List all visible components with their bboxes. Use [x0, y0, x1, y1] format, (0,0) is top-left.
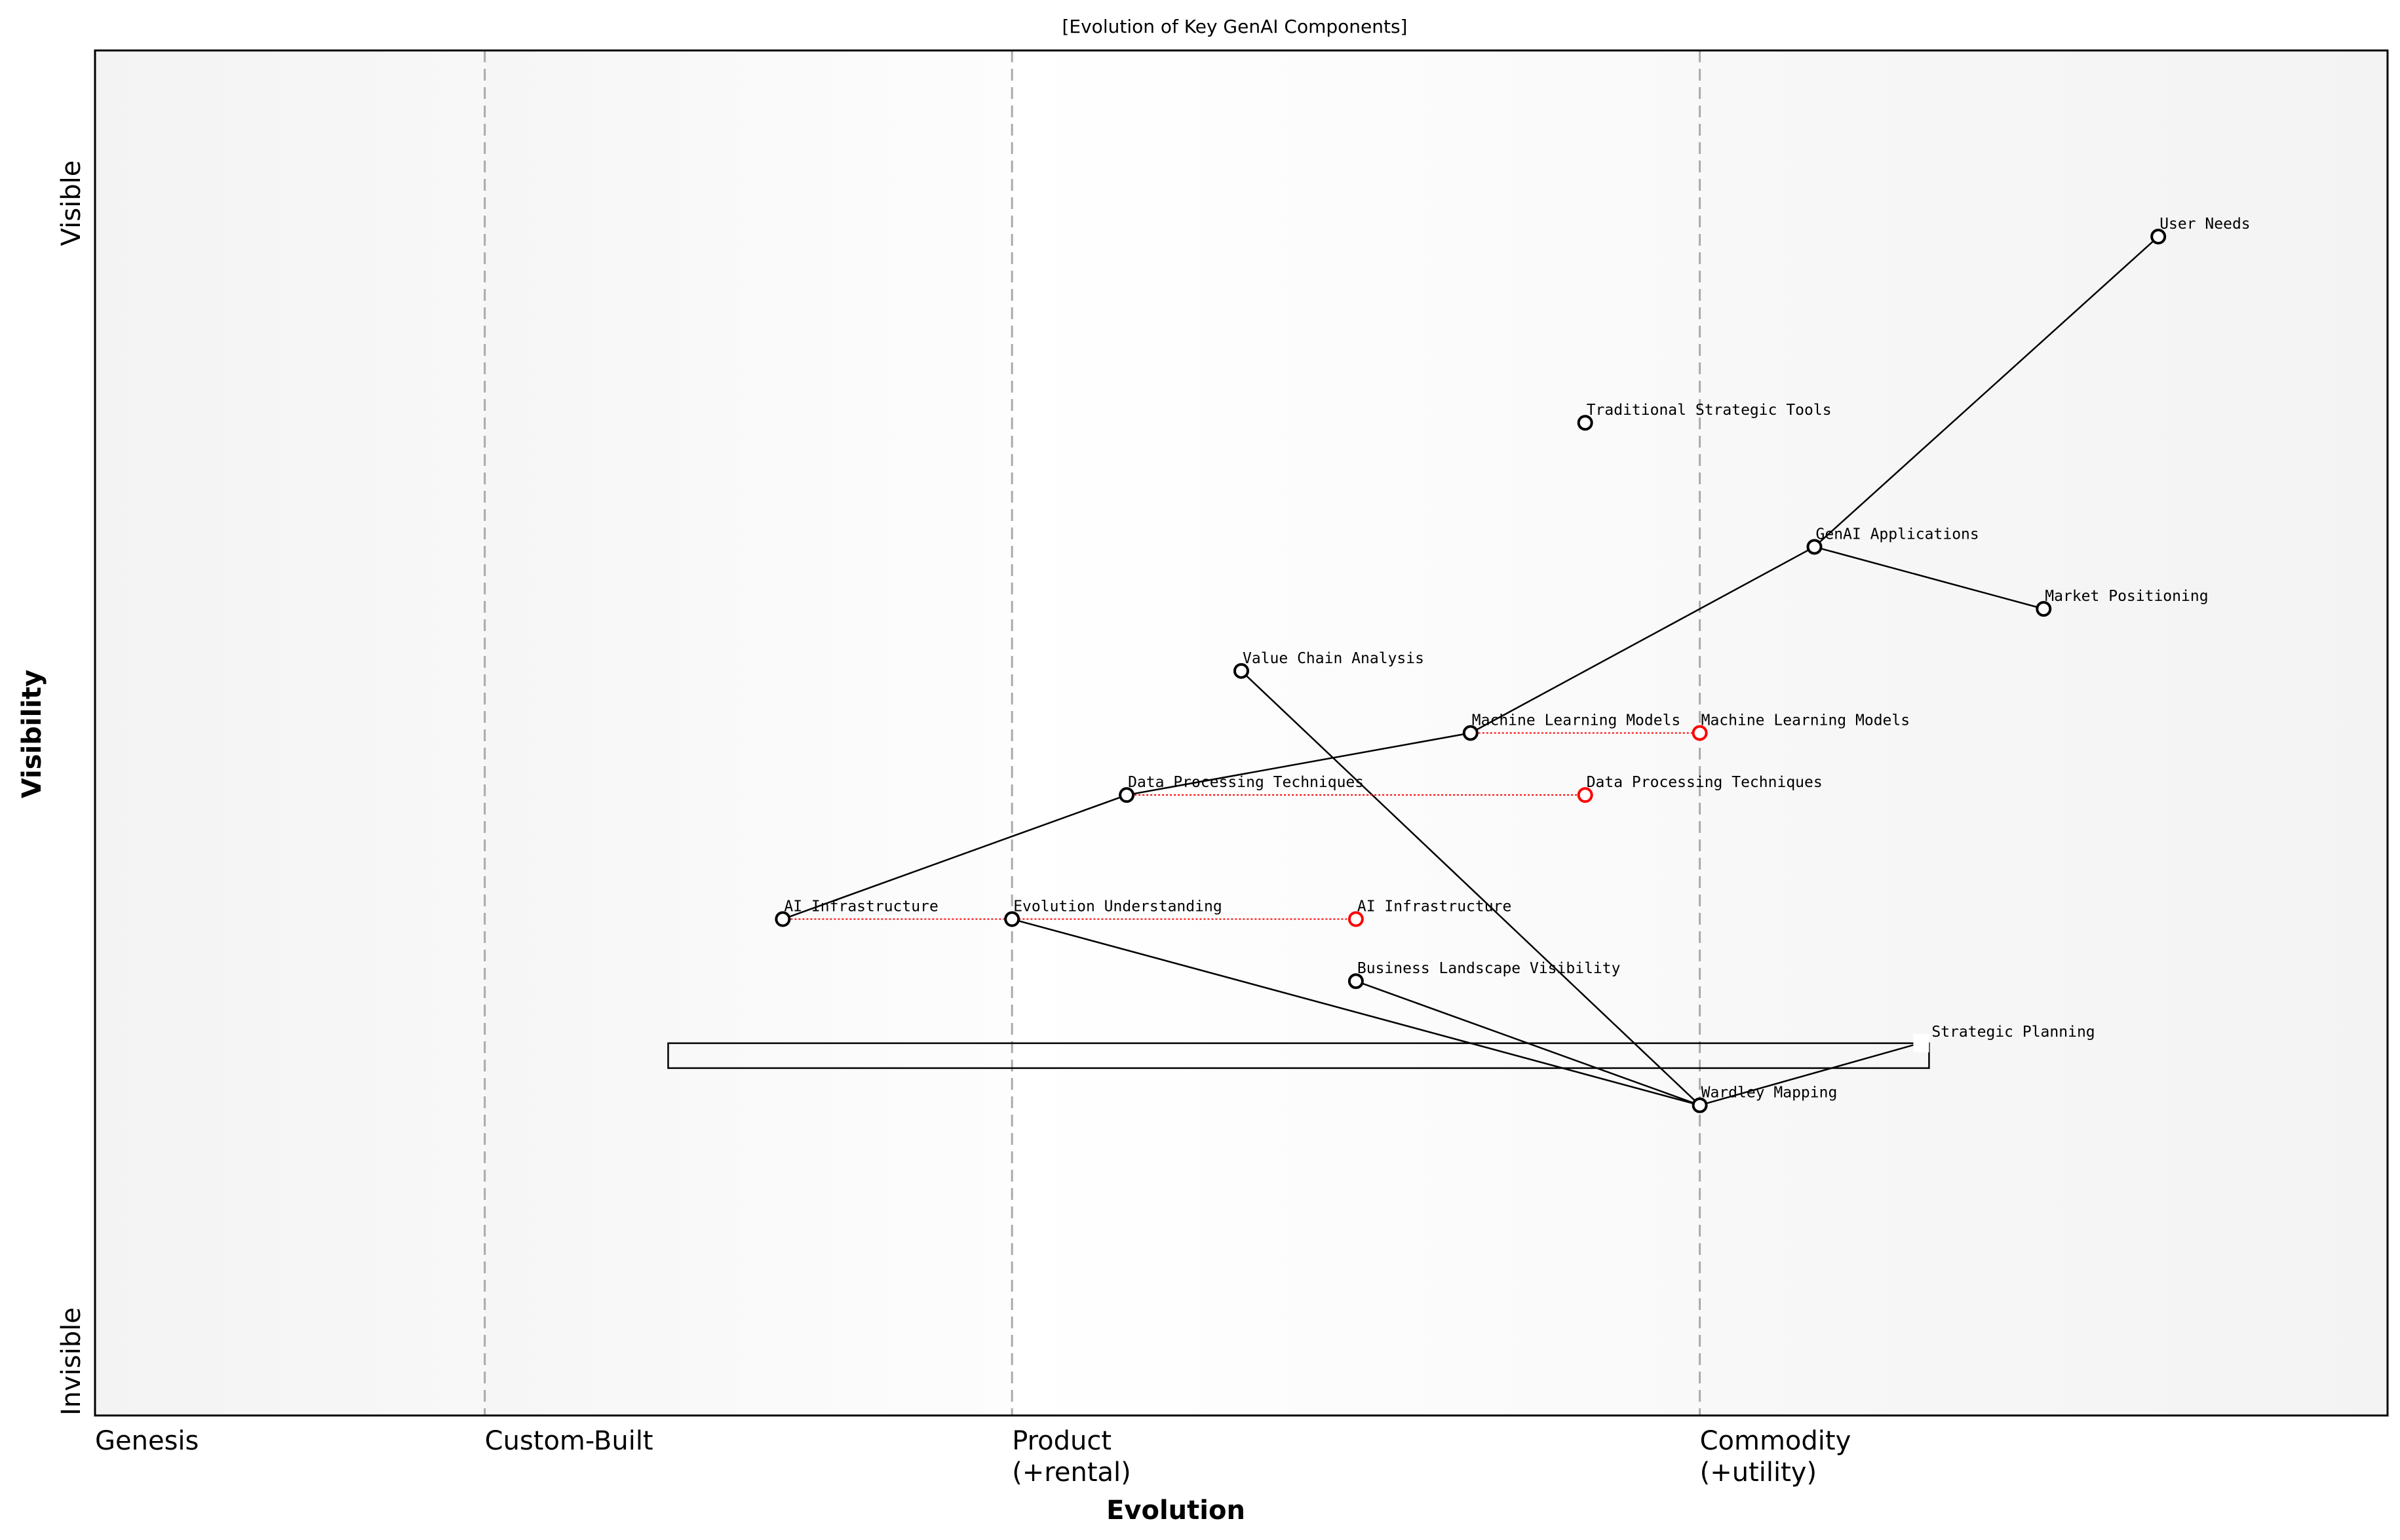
link-line — [1470, 546, 1815, 734]
zone-3 — [1699, 50, 2388, 1415]
component-marker — [775, 911, 791, 927]
zone-1 — [484, 50, 1013, 1415]
x-stage-label: Product (+rental) — [1012, 1426, 1131, 1488]
link-line — [1126, 732, 1471, 796]
components: User Needs Traditional Strategic Tools Gen… — [775, 216, 2251, 1113]
pipeline-strategic-planning: Strategic Planning — [667, 1024, 2095, 1069]
component-label: Value Chain Analysis — [1243, 650, 1424, 667]
pipeline-box — [667, 1042, 1930, 1069]
component-marker — [2150, 229, 2167, 245]
component-marker — [1233, 663, 1249, 679]
component-label: Evolution Understanding — [1013, 898, 1222, 915]
y-axis-title: Visibility — [17, 670, 47, 798]
evolve-arrows: Machine Learning Models Data Processing T… — [783, 712, 1910, 927]
evolution-zone-shading — [95, 50, 2388, 1415]
pipeline-marker — [1913, 1033, 1929, 1052]
component-label: Wardley Mapping — [1701, 1085, 1838, 1102]
plot-frame — [94, 49, 2389, 1417]
component-label: GenAI Applications — [1816, 526, 1979, 543]
evolved-component-label: AI Infrastructure — [1357, 898, 1511, 915]
evolved-component-label: Data Processing Techniques — [1587, 774, 1823, 791]
component-marker — [1347, 973, 1364, 990]
link-line — [1241, 670, 1701, 1106]
evolved-component-marker — [1692, 725, 1708, 741]
component-marker — [1577, 415, 1593, 431]
component-marker — [1806, 539, 1823, 555]
component-label: User Needs — [2159, 216, 2250, 233]
x-axis-title: Evolution — [1106, 1495, 1245, 1526]
component-label: Business Landscape Visibility — [1357, 960, 1621, 977]
link-line — [1813, 236, 2159, 548]
component-marker — [1462, 725, 1479, 741]
component-label: Market Positioning — [2045, 588, 2208, 605]
x-stage-label: Custom-Built — [485, 1426, 653, 1456]
component-marker — [1692, 1097, 1708, 1113]
link-line — [1011, 918, 1700, 1106]
x-stage-label: Commodity (+utility) — [1700, 1426, 1851, 1488]
y-tick-invisible: Invisible — [56, 1307, 87, 1415]
axes: [Evolution of Key GenAI Components] Genes… — [17, 16, 1851, 1526]
chart-title: [Evolution of Key GenAI Components] — [1062, 16, 1408, 37]
component-marker — [1004, 911, 1020, 927]
component-marker — [1119, 787, 1135, 803]
link-line — [1814, 546, 2044, 610]
component-label: AI Infrastructure — [784, 898, 938, 915]
link-line — [1699, 1042, 1920, 1106]
component-label: Traditional Strategic Tools — [1587, 402, 1832, 419]
component-links — [782, 236, 2159, 1106]
x-stage-label: Genesis — [95, 1426, 199, 1456]
component-label: Machine Learning Models — [1472, 712, 1681, 729]
pipeline-label: Strategic Planning — [1931, 1024, 2095, 1041]
zone-0 — [95, 50, 485, 1415]
link-line — [782, 794, 1127, 920]
component-marker — [2036, 601, 2052, 617]
evolved-component-label: Machine Learning Models — [1701, 712, 1910, 729]
evolved-component-marker — [1577, 787, 1593, 803]
evolved-component-marker — [1347, 911, 1364, 927]
y-tick-visible: Visible — [56, 161, 87, 246]
component-label: Data Processing Techniques — [1128, 774, 1364, 791]
